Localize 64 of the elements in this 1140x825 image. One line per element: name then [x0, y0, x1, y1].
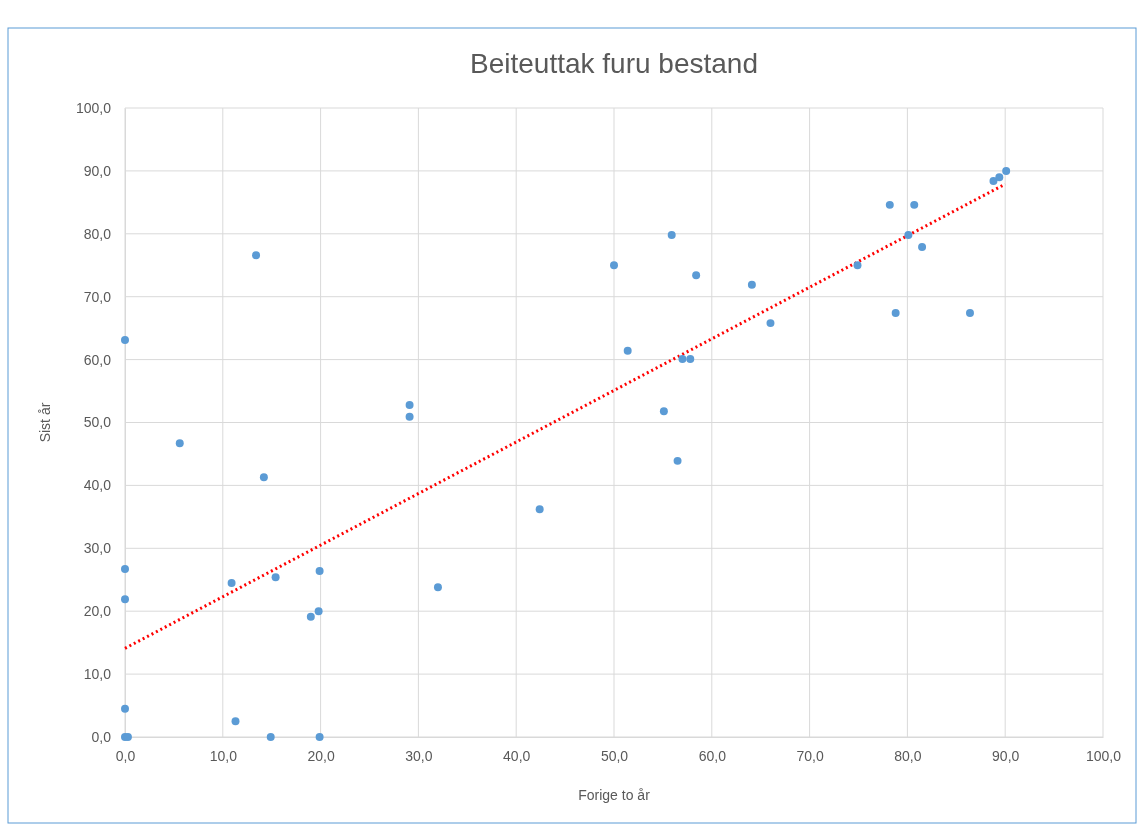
- point: [306, 612, 315, 621]
- y-tick-label: 30,0: [83, 540, 112, 557]
- y-tick-label: 20,0: [83, 603, 112, 620]
- point: [121, 595, 129, 604]
- point: [535, 505, 544, 514]
- point: [910, 200, 919, 209]
- point: [747, 280, 756, 289]
- y-tick-label: 40,0: [83, 477, 112, 494]
- y-tick-label: 90,0: [83, 162, 112, 179]
- point: [252, 251, 261, 260]
- x-tick-label: 30,0: [405, 747, 433, 764]
- y-tick-label: 0,0: [91, 728, 112, 745]
- point: [610, 261, 618, 270]
- y-tick-label: 10,0: [83, 666, 112, 683]
- point: [678, 354, 687, 363]
- point: [1002, 166, 1011, 175]
- x-tick-label: 20,0: [307, 747, 335, 764]
- x-tick-label: 0,0: [115, 747, 136, 764]
- x-tick-label: 40,0: [503, 747, 531, 764]
- point: [891, 309, 900, 318]
- y-tick-label: 50,0: [83, 414, 112, 431]
- point: [673, 456, 682, 465]
- point: [433, 583, 442, 592]
- point: [966, 309, 974, 318]
- point: [259, 473, 268, 482]
- point: [904, 231, 913, 240]
- point: [918, 243, 927, 251]
- point: [271, 573, 280, 582]
- point: [175, 439, 184, 448]
- x-tick-label: 90,0: [992, 747, 1020, 764]
- y-tick-label: 100,0: [75, 99, 112, 116]
- point: [853, 261, 862, 270]
- point: [121, 336, 129, 345]
- point: [315, 733, 324, 741]
- point: [995, 173, 1004, 182]
- point: [989, 176, 998, 185]
- point: [405, 400, 414, 409]
- chart-title: Beiteuttak furu bestand: [470, 48, 758, 79]
- point: [315, 566, 324, 575]
- point: [231, 717, 240, 726]
- x-tick-label: 50,0: [600, 747, 629, 764]
- point: [659, 407, 668, 416]
- point: [686, 354, 695, 363]
- point: [266, 733, 275, 741]
- y-tick-label: 70,0: [83, 288, 112, 305]
- y-axis-title: Sist år: [37, 402, 53, 443]
- point: [766, 319, 775, 328]
- y-tick-label: 60,0: [83, 351, 112, 368]
- point: [623, 346, 632, 355]
- x-tick-label: 80,0: [894, 747, 922, 764]
- x-tick-label: 70,0: [796, 747, 824, 764]
- point: [121, 565, 129, 574]
- point: [692, 271, 701, 280]
- point: [885, 200, 894, 209]
- point: [405, 412, 414, 421]
- x-tick-label: 60,0: [698, 747, 727, 764]
- x-tick-label: 10,0: [209, 747, 238, 764]
- point: [667, 231, 676, 240]
- x-axis-title: Forige to år: [578, 787, 651, 803]
- y-tick-label: 80,0: [83, 225, 112, 242]
- x-tick-label: 100,0: [1085, 747, 1122, 764]
- point: [121, 704, 129, 713]
- point: [314, 607, 323, 616]
- point: [227, 578, 236, 587]
